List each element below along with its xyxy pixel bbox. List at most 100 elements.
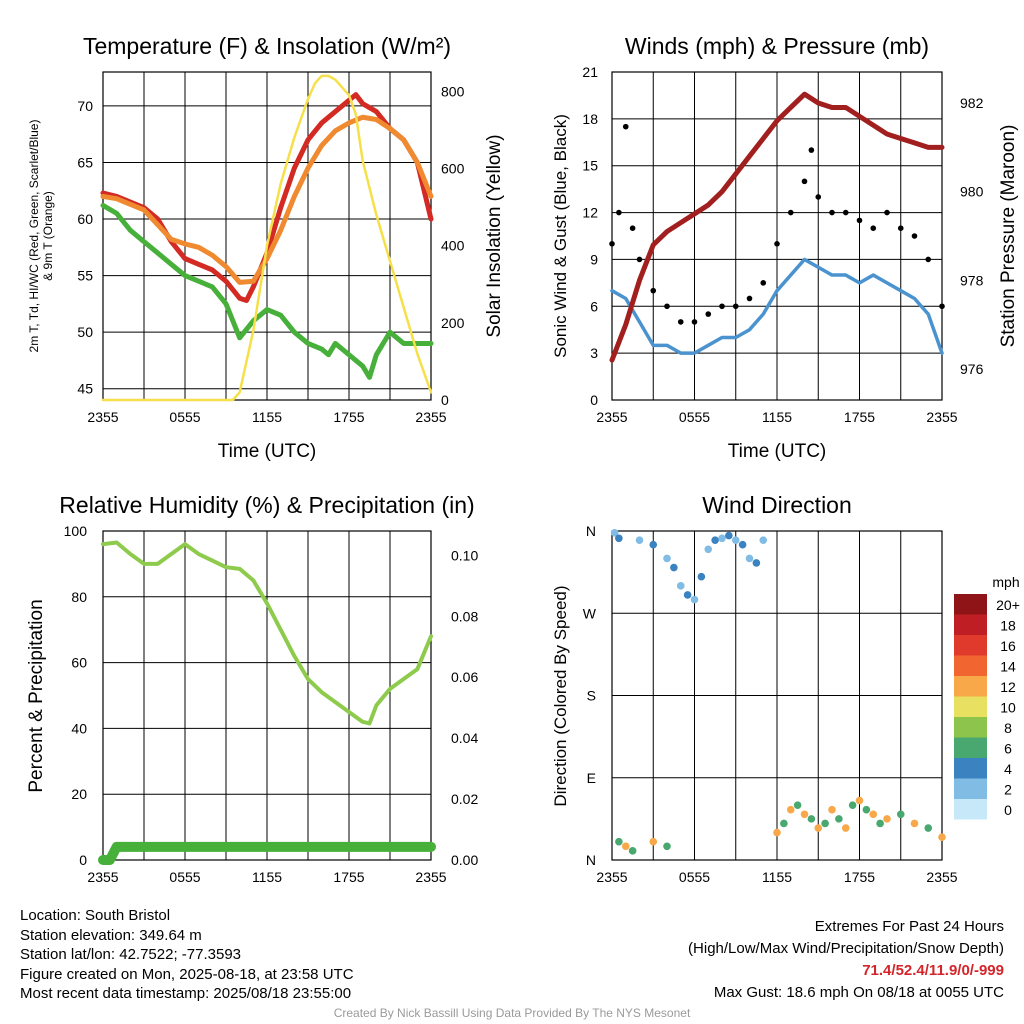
x-tick-label: 0555: [679, 869, 710, 885]
x-tick-label: 0555: [169, 869, 200, 885]
legend-label: 2: [1004, 782, 1012, 798]
direction-point: [793, 801, 802, 809]
x-tick-label: 2355: [415, 409, 446, 425]
direction-point: [752, 559, 761, 567]
direction-point: [869, 810, 878, 819]
chart-panel-2: 2355 0555 1155 1755 2355 Winds (mph) & Pressu…: [551, 33, 1019, 462]
gust-point: [925, 256, 932, 263]
gust-point: [691, 319, 698, 325]
direction-point: [883, 815, 891, 823]
gust-point: [705, 311, 712, 317]
y2-tick-label: 800: [441, 83, 465, 99]
y-tick-label: 65: [77, 154, 93, 170]
y-axis-label-line: 2m T, Td, HI/WC (Red, Green, Scarlet/Blu…: [27, 120, 41, 353]
direction-point: [814, 824, 823, 832]
extremes-info: Extremes For Past 24 Hours (High/Low/Max…: [688, 916, 1004, 1004]
gust-point: [746, 295, 753, 302]
direction-point: [704, 545, 713, 554]
x-tick-label: 2355: [926, 409, 957, 425]
chart-panel-1: 2355 0555 1155 1755 2355 Temperature (F) & In…: [27, 33, 505, 462]
gust-point: [787, 209, 794, 216]
x-tick-label: 1755: [844, 869, 875, 885]
y2-tick-label: 0.00: [451, 852, 478, 868]
y-tick-label: N: [586, 852, 596, 868]
legend-label: 8: [1004, 720, 1012, 736]
x-tick-label: 1755: [844, 409, 875, 425]
legend-label: 20+: [996, 597, 1020, 613]
gust-point: [801, 178, 808, 185]
direction-point: [938, 833, 946, 841]
gust-point: [622, 123, 629, 130]
y-tick-label: S: [587, 688, 596, 704]
y-tick-label: W: [583, 605, 597, 621]
y-axis-label: 2m T, Td, HI/WC (Red, Green, Scarlet/Blu…: [27, 120, 55, 353]
direction-point: [649, 837, 658, 846]
chart-panel-4: 2355 0555 1155 1755 2355 Wind Direction N E S W N D…: [551, 492, 1020, 885]
gust-point: [719, 303, 725, 310]
direction-point: [807, 815, 816, 823]
y2-tick-label: 0.10: [451, 547, 478, 563]
x-axis-label: Time (UTC): [218, 441, 317, 462]
direction-point: [610, 529, 619, 537]
direction-point: [835, 815, 843, 823]
direction-point: [896, 810, 905, 819]
direction-point: [862, 805, 871, 814]
x-tick-label: 2355: [926, 869, 957, 885]
recent-text: Most recent data timestamp: 2025/08/18 2…: [20, 985, 352, 1002]
x-tick-label: 1755: [333, 409, 364, 425]
series-line: [609, 91, 945, 363]
x-tick-label: 2355: [87, 409, 118, 425]
y-axis-label: Percent & Precipitation: [26, 599, 47, 792]
gust-point: [664, 303, 670, 310]
direction-point: [731, 536, 740, 544]
y2-tick-label: 0: [441, 392, 449, 408]
direction-point: [828, 805, 836, 814]
direction-point: [670, 563, 678, 572]
credit-text: Created By Nick Bassill Using Data Provi…: [333, 1006, 691, 1020]
direction-point: [773, 828, 781, 837]
direction-point: [635, 536, 644, 544]
gust-point: [829, 209, 835, 216]
station-info: Location: South Bristol Station elevatio…: [20, 906, 354, 1004]
location-text: Location: South Bristol: [20, 907, 171, 924]
series-line: [98, 841, 436, 865]
x-axis-label: Time (UTC): [728, 441, 827, 462]
x-tick-label: 1155: [252, 409, 282, 425]
y-tick-label: 9: [590, 251, 598, 267]
gust-point: [884, 209, 890, 216]
gust-point: [842, 209, 849, 216]
gust-point: [856, 217, 863, 224]
plot-frame: [102, 71, 432, 401]
direction-point: [759, 536, 768, 544]
elevation-text: Station elevation: 349.64 m: [20, 926, 202, 944]
speed-legend: mph 20+ 18 16 14 12 10 8 6 4 2 0: [954, 574, 1020, 820]
y-tick-label: 60: [77, 211, 93, 227]
y2-tick-label: 980: [960, 184, 984, 200]
y-tick-label: 20: [71, 786, 87, 802]
y-tick-label: 0: [79, 852, 87, 868]
gust-point: [732, 303, 739, 310]
x-tick-label: 1155: [762, 869, 792, 885]
y-axis-label: Sonic Wind & Gust (Blue, Black): [551, 114, 570, 358]
y2-tick-label: 0.08: [451, 608, 478, 624]
direction-point: [718, 534, 726, 543]
legend-label: 14: [1000, 659, 1016, 675]
x-tick-label: 1155: [252, 869, 282, 885]
x-tick-label: 0555: [679, 409, 710, 425]
gust-point: [870, 225, 877, 231]
legend-swatch: [954, 737, 987, 758]
legend-swatch: [954, 635, 987, 656]
x-tick-label: 2355: [596, 869, 627, 885]
gust-point: [636, 256, 643, 263]
y-tick-label: 45: [77, 381, 93, 397]
legend-label: 12: [1000, 679, 1016, 695]
direction-point: [621, 842, 630, 851]
x-tick-label: 2355: [596, 409, 627, 425]
y-tick-label: 100: [64, 523, 88, 539]
gust-point: [897, 225, 904, 231]
y2-tick-label: 0.06: [451, 669, 478, 685]
chart-title: Winds (mph) & Pressure (mb): [625, 33, 929, 59]
y2-axis-label: Station Pressure (Maroon): [998, 125, 1019, 348]
gust-point: [808, 147, 815, 153]
